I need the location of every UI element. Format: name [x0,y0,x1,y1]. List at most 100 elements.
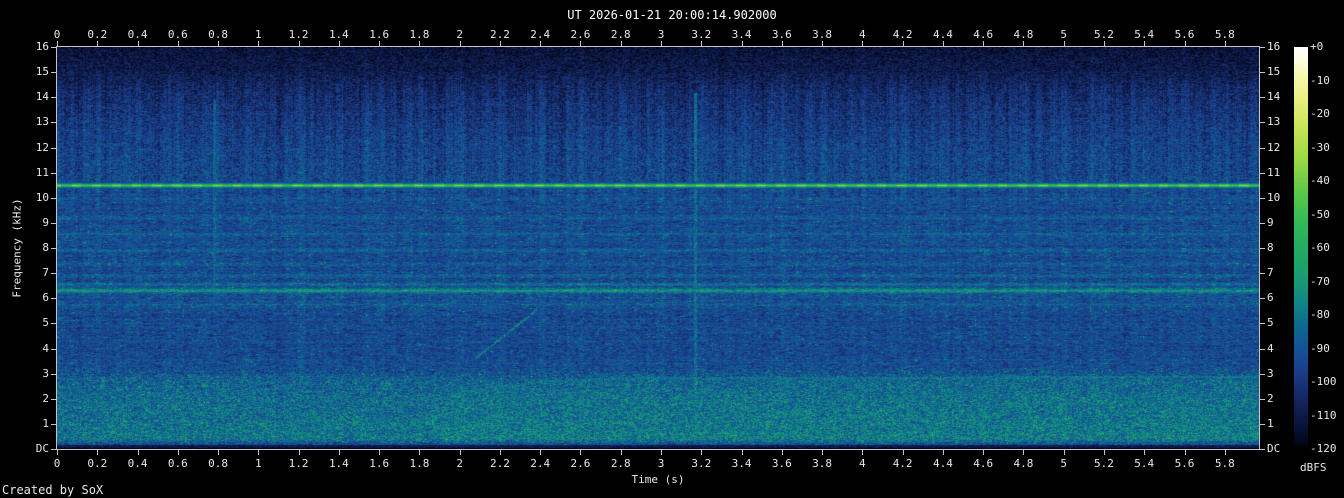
x-tick-bottom [580,450,582,455]
x-tick-label-bottom: 1.8 [409,457,430,470]
x-tick-top [419,41,421,46]
colorbar-tick-label: -30 [1310,140,1330,154]
x-tick-bottom [1023,450,1025,455]
y-tick-right [1260,423,1265,425]
y-tick-label-right: 9 [1267,215,1274,229]
x-tick-top [1103,41,1105,46]
y-tick-right [1260,348,1265,350]
x-tick-label-top: 1.6 [369,28,390,41]
x-tick-top [1063,41,1065,46]
y-tick-label-left: 4 [42,341,49,355]
x-tick-top [701,41,703,46]
x-tick-label-top: 2.6 [570,28,591,41]
x-tick-label-bottom: 5.8 [1214,457,1235,470]
x-tick-label-top: 3.8 [812,28,833,41]
y-tick-label-left: 7 [42,266,49,280]
y-tick-right [1260,449,1265,450]
x-tick-label-top: 4.8 [1013,28,1034,41]
x-tick-label-top: 5.4 [1134,28,1155,41]
x-tick-label-top: 0.2 [87,28,108,41]
x-tick-bottom [137,450,139,455]
x-tick-label-top: 3.6 [771,28,792,41]
x-tick-label-top: 0 [53,28,61,41]
x-tick-bottom [1063,450,1065,455]
y-tick-right [1260,172,1265,174]
colorbar-tick-label: -110 [1310,408,1337,422]
y-tick-label-right: 5 [1267,316,1274,330]
colorbar-tick-label: -90 [1310,341,1330,355]
x-tick-bottom [379,450,381,455]
x-tick-bottom [902,450,904,455]
x-tick-label-top: 3 [657,28,665,41]
x-tick-label-top: 0.6 [167,28,188,41]
y-tick-label-right: 7 [1267,266,1274,280]
plot-title: UT 2026-01-21 20:00:14.902000 [567,8,777,22]
x-tick-label-bottom: 1 [255,457,262,470]
x-tick-bottom [298,450,300,455]
y-tick-left [51,423,56,425]
x-tick-label-top: 2 [456,28,463,41]
x-tick-label-bottom: 1.6 [369,457,390,470]
colorbar-tick-label: -80 [1310,308,1330,321]
sox-credit: Created by SoX [2,483,104,497]
x-tick-top [298,41,300,46]
x-tick-bottom [258,450,260,455]
x-tick-label-top: 5.2 [1094,28,1114,41]
x-tick-label-top: 4 [859,28,866,41]
x-tick-bottom [983,450,985,455]
y-tick-label-left: 16 [35,40,49,53]
x-tick-label-bottom: 4.4 [932,457,953,470]
x-tick-label-top: 5 [1060,28,1067,41]
y-tick-label-left: DC [35,442,49,455]
x-tick-bottom [499,450,501,455]
x-tick-label-top: 1.4 [328,28,349,41]
x-tick-bottom [459,450,461,455]
y-tick-left [51,47,56,48]
colorbar-tick-label: -50 [1310,207,1330,221]
x-tick-bottom [942,450,944,455]
x-tick-bottom [57,450,58,455]
y-tick-left [51,197,56,199]
y-tick-right [1260,122,1265,124]
x-tick-bottom [540,450,542,455]
x-tick-bottom [97,450,99,455]
x-tick-top [499,41,501,46]
x-tick-label-bottom: 2.8 [610,457,631,470]
x-tick-label-bottom: 2.4 [530,457,551,470]
y-tick-right [1260,97,1265,99]
x-tick-bottom [741,450,743,455]
x-tick-top [661,41,663,46]
y-tick-label-left: 13 [35,115,49,129]
x-tick-top [137,41,139,46]
x-tick-label-top: 4.2 [892,28,913,41]
colorbar-unit-label: dBFS [1300,461,1327,474]
y-tick-label-left: 9 [42,215,49,229]
x-tick-label-bottom: 3.4 [731,457,752,470]
y-tick-label-left: 3 [42,366,49,380]
x-tick-label-bottom: 3 [657,457,665,470]
x-tick-bottom [218,450,220,455]
x-tick-bottom [1184,450,1186,455]
colorbar-tick-label: -10 [1310,73,1330,87]
x-tick-label-top: 4.6 [973,28,994,41]
y-tick-left [51,147,56,149]
y-tick-left [51,323,56,325]
x-tick-label-bottom: 4.2 [892,457,913,470]
x-tick-label-bottom: 3.8 [812,457,833,470]
x-axis-title: Time (s) [631,473,685,486]
y-tick-left [51,373,56,375]
y-tick-left [51,97,56,99]
y-tick-right [1260,273,1265,275]
x-tick-label-bottom: 4.6 [973,457,994,470]
x-tick-label-bottom: 5.2 [1094,457,1114,470]
x-tick-label-top: 1 [255,28,262,41]
x-tick-top [97,41,99,46]
y-tick-label-right: 1 [1267,416,1274,430]
y-tick-left [51,449,56,450]
y-tick-label-right: 10 [1267,190,1281,204]
y-tick-label-left: 1 [42,416,49,430]
x-tick-label-bottom: 5.6 [1174,457,1195,470]
y-tick-right [1260,398,1265,400]
y-tick-label-left: 8 [42,241,49,254]
x-tick-top [1224,41,1226,46]
